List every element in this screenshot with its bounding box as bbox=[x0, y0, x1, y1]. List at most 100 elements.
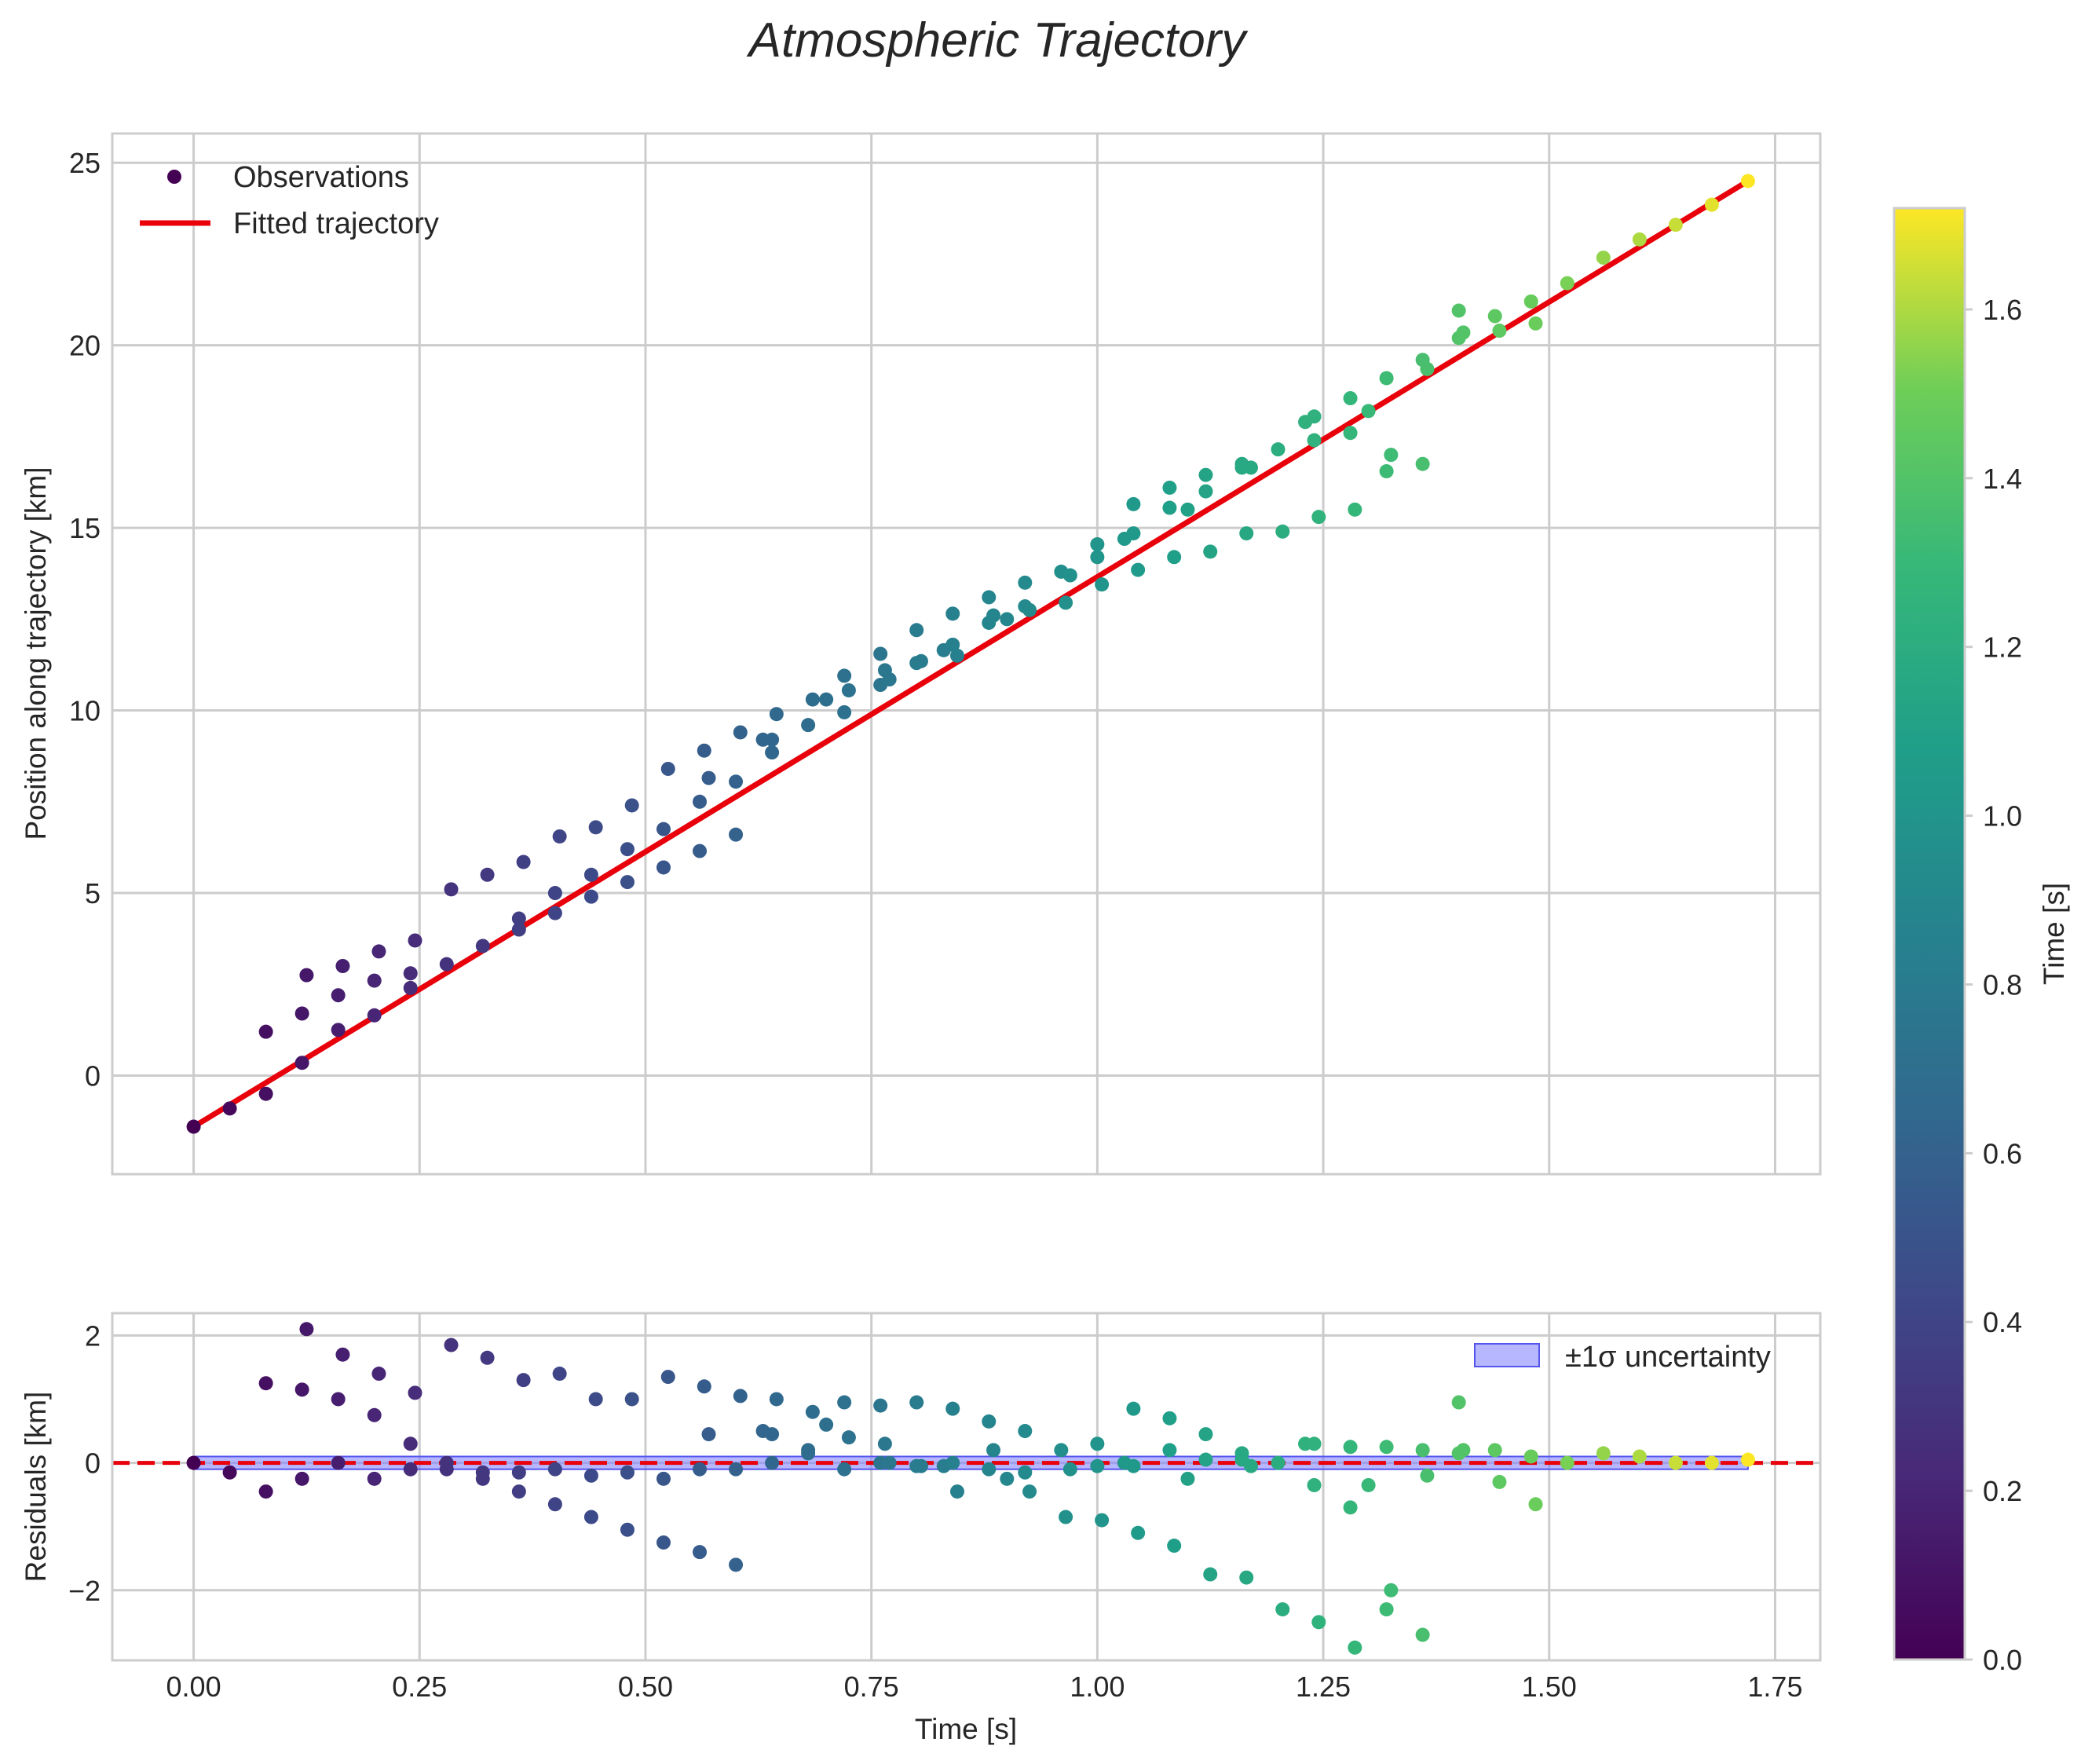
residual-point bbox=[371, 1367, 386, 1382]
residual-point bbox=[693, 1545, 708, 1560]
x-tick-label: 1.75 bbox=[1747, 1671, 1802, 1703]
observation-point bbox=[1560, 276, 1574, 291]
x-tick-label: 0.25 bbox=[392, 1671, 447, 1703]
residual-point bbox=[769, 1392, 784, 1407]
x-tick-label: 0.75 bbox=[844, 1671, 899, 1703]
residual-point bbox=[1126, 1401, 1141, 1416]
residual-point bbox=[258, 1376, 273, 1391]
residual-point bbox=[620, 1465, 635, 1480]
observation-point bbox=[656, 860, 671, 875]
observation-point bbox=[693, 794, 708, 809]
observation-point bbox=[660, 761, 675, 776]
observation-point bbox=[1000, 612, 1015, 627]
observation-point bbox=[1162, 480, 1177, 495]
observation-point bbox=[1126, 526, 1141, 541]
residual-point bbox=[733, 1389, 748, 1404]
fitted-trajectory-line bbox=[191, 177, 1751, 1130]
residual-point bbox=[1379, 1602, 1394, 1617]
observation-point bbox=[294, 1006, 309, 1021]
residual-point bbox=[1018, 1465, 1033, 1480]
legend-uncertainty-swatch bbox=[1474, 1343, 1540, 1367]
residual-point bbox=[805, 1404, 820, 1419]
residual-point bbox=[299, 1322, 314, 1337]
residual-point bbox=[909, 1395, 924, 1410]
residual-point bbox=[1203, 1567, 1218, 1582]
observation-point bbox=[620, 842, 635, 857]
residual-point bbox=[480, 1350, 495, 1365]
residual-point bbox=[1198, 1427, 1213, 1442]
observation-point bbox=[1528, 316, 1543, 331]
observation-point bbox=[331, 988, 346, 1003]
residual-point bbox=[620, 1522, 635, 1537]
observation-point bbox=[547, 906, 562, 920]
observation-point bbox=[516, 855, 531, 869]
observation-point bbox=[624, 798, 639, 813]
residual-point bbox=[186, 1455, 201, 1470]
main-y-tick-labels: 0 5 10 15 20 25 bbox=[69, 147, 101, 1092]
residual-point bbox=[1307, 1477, 1322, 1492]
observation-point bbox=[729, 774, 744, 789]
residual-point bbox=[1740, 1452, 1755, 1467]
residual-point bbox=[1271, 1455, 1286, 1470]
observation-point bbox=[1198, 467, 1213, 482]
residual-point bbox=[475, 1465, 490, 1480]
observation-point bbox=[335, 959, 350, 973]
residual-point bbox=[1451, 1395, 1466, 1410]
residuals-axes-frame bbox=[111, 1312, 1822, 1662]
residual-point bbox=[294, 1471, 309, 1486]
residuals-y-tick-labels: 2 0 −2 bbox=[68, 1319, 101, 1606]
x-tick-labels: 0.00 0.25 0.50 0.75 1.00 1.25 1.50 1.75 bbox=[166, 1671, 1803, 1703]
observation-point bbox=[769, 707, 784, 722]
residual-point bbox=[697, 1379, 711, 1394]
residual-point bbox=[1311, 1615, 1326, 1630]
residual-point bbox=[511, 1465, 526, 1480]
residual-point bbox=[1456, 1443, 1471, 1458]
residual-point bbox=[1596, 1446, 1611, 1461]
observation-point bbox=[697, 743, 711, 758]
colorbar-tick-label: 0.6 bbox=[1983, 1137, 2022, 1169]
residual-point bbox=[1361, 1477, 1376, 1492]
observation-point bbox=[1203, 544, 1218, 559]
observation-point bbox=[1456, 325, 1471, 340]
residuals-gridlines bbox=[112, 1313, 1820, 1660]
residual-point bbox=[1018, 1424, 1033, 1439]
observation-point bbox=[408, 933, 422, 948]
residuals-y-tick-label: 0 bbox=[85, 1447, 101, 1480]
observation-point bbox=[1095, 577, 1110, 592]
residual-point bbox=[547, 1462, 562, 1477]
residuals-y-axis-label: Residuals [km] bbox=[20, 1392, 52, 1583]
residual-point bbox=[801, 1446, 816, 1461]
residual-point bbox=[1632, 1449, 1647, 1464]
observation-point bbox=[367, 1008, 382, 1023]
main-y-tick-label: 25 bbox=[69, 147, 101, 179]
observation-point bbox=[945, 606, 960, 621]
residual-point bbox=[444, 1338, 459, 1352]
observation-point bbox=[511, 911, 526, 926]
residual-point bbox=[1415, 1627, 1430, 1642]
observation-point bbox=[909, 623, 924, 638]
observation-point bbox=[1239, 526, 1254, 541]
residual-point bbox=[1244, 1458, 1258, 1473]
fitted-trajectory-layer bbox=[191, 177, 1751, 1130]
observation-point bbox=[547, 886, 562, 901]
residual-point bbox=[882, 1455, 897, 1470]
residual-point bbox=[1348, 1640, 1362, 1655]
observation-point bbox=[765, 732, 780, 747]
observation-point bbox=[1090, 550, 1105, 565]
residual-point bbox=[837, 1395, 852, 1410]
observation-point bbox=[1384, 448, 1399, 463]
observation-point bbox=[439, 957, 454, 972]
observation-point bbox=[552, 829, 567, 844]
observation-point bbox=[1420, 361, 1435, 376]
residual-point bbox=[439, 1462, 454, 1477]
residual-point bbox=[1198, 1452, 1213, 1467]
residual-point bbox=[403, 1462, 418, 1477]
observation-point bbox=[873, 646, 888, 661]
observation-point bbox=[1062, 568, 1077, 583]
x-tick-label: 1.25 bbox=[1296, 1671, 1351, 1703]
colorbar-gradient bbox=[1893, 207, 1966, 1661]
residual-point bbox=[511, 1484, 526, 1499]
residual-point bbox=[1095, 1513, 1110, 1528]
residual-point bbox=[1668, 1455, 1683, 1470]
